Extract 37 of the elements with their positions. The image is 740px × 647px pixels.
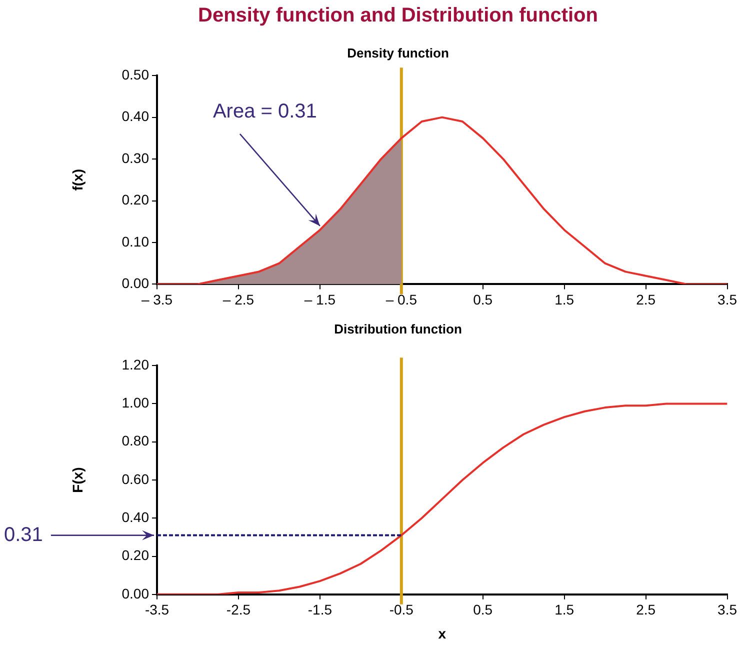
x-tick-label: – 0.5 (386, 291, 418, 308)
x-tick-label: – 3.5 (141, 291, 173, 308)
x-tick-label: -2.5 (226, 602, 251, 618)
y-tick-label: 0.10 (122, 233, 150, 250)
x-tick-label: -3.5 (144, 602, 170, 618)
x-tick-label: 0.5 (473, 291, 493, 308)
y-tick-label: 1.20 (122, 356, 150, 372)
x-axis-title: x (438, 625, 446, 642)
chart-subtitle: Density function (347, 45, 449, 60)
y-tick-label: 0.00 (122, 585, 150, 602)
x-tick-label: – 1.5 (304, 291, 336, 308)
chart-title: Distribution function (334, 321, 462, 336)
x-tick-label: 2.5 (636, 291, 656, 308)
y-axis-title: F(x) (69, 467, 86, 493)
x-tick-label: -0.5 (389, 602, 414, 618)
annotation: 0.31 (4, 524, 43, 546)
x-tick-label: 0.5 (473, 602, 493, 618)
y-tick-label: 0.00 (122, 275, 150, 292)
y-tick-label: 0.40 (122, 508, 150, 525)
y-axis-title: f(x) (69, 169, 86, 191)
x-tick-label: 3.5 (718, 291, 738, 308)
annotation: Area = 0.31 (212, 100, 317, 122)
chart-title: Density function and Distribution function (198, 4, 598, 27)
x-tick-label: 3.5 (718, 602, 738, 618)
x-tick-label: 1.5 (554, 291, 574, 308)
y-tick-label: 0.80 (122, 432, 150, 449)
x-tick-label: 2.5 (636, 602, 656, 618)
x-tick-label: -1.5 (308, 602, 332, 618)
x-tick-label: – 2.5 (222, 291, 254, 308)
y-tick-label: 0.20 (122, 547, 150, 564)
y-tick-label: 0.50 (122, 66, 150, 82)
y-tick-label: 0.20 (122, 192, 150, 208)
y-tick-label: 1.00 (122, 394, 150, 411)
y-tick-label: 0.40 (122, 108, 150, 124)
y-tick-label: 0.60 (122, 470, 150, 487)
y-tick-label: 0.30 (122, 150, 150, 166)
x-tick-label: 1.5 (554, 602, 574, 618)
